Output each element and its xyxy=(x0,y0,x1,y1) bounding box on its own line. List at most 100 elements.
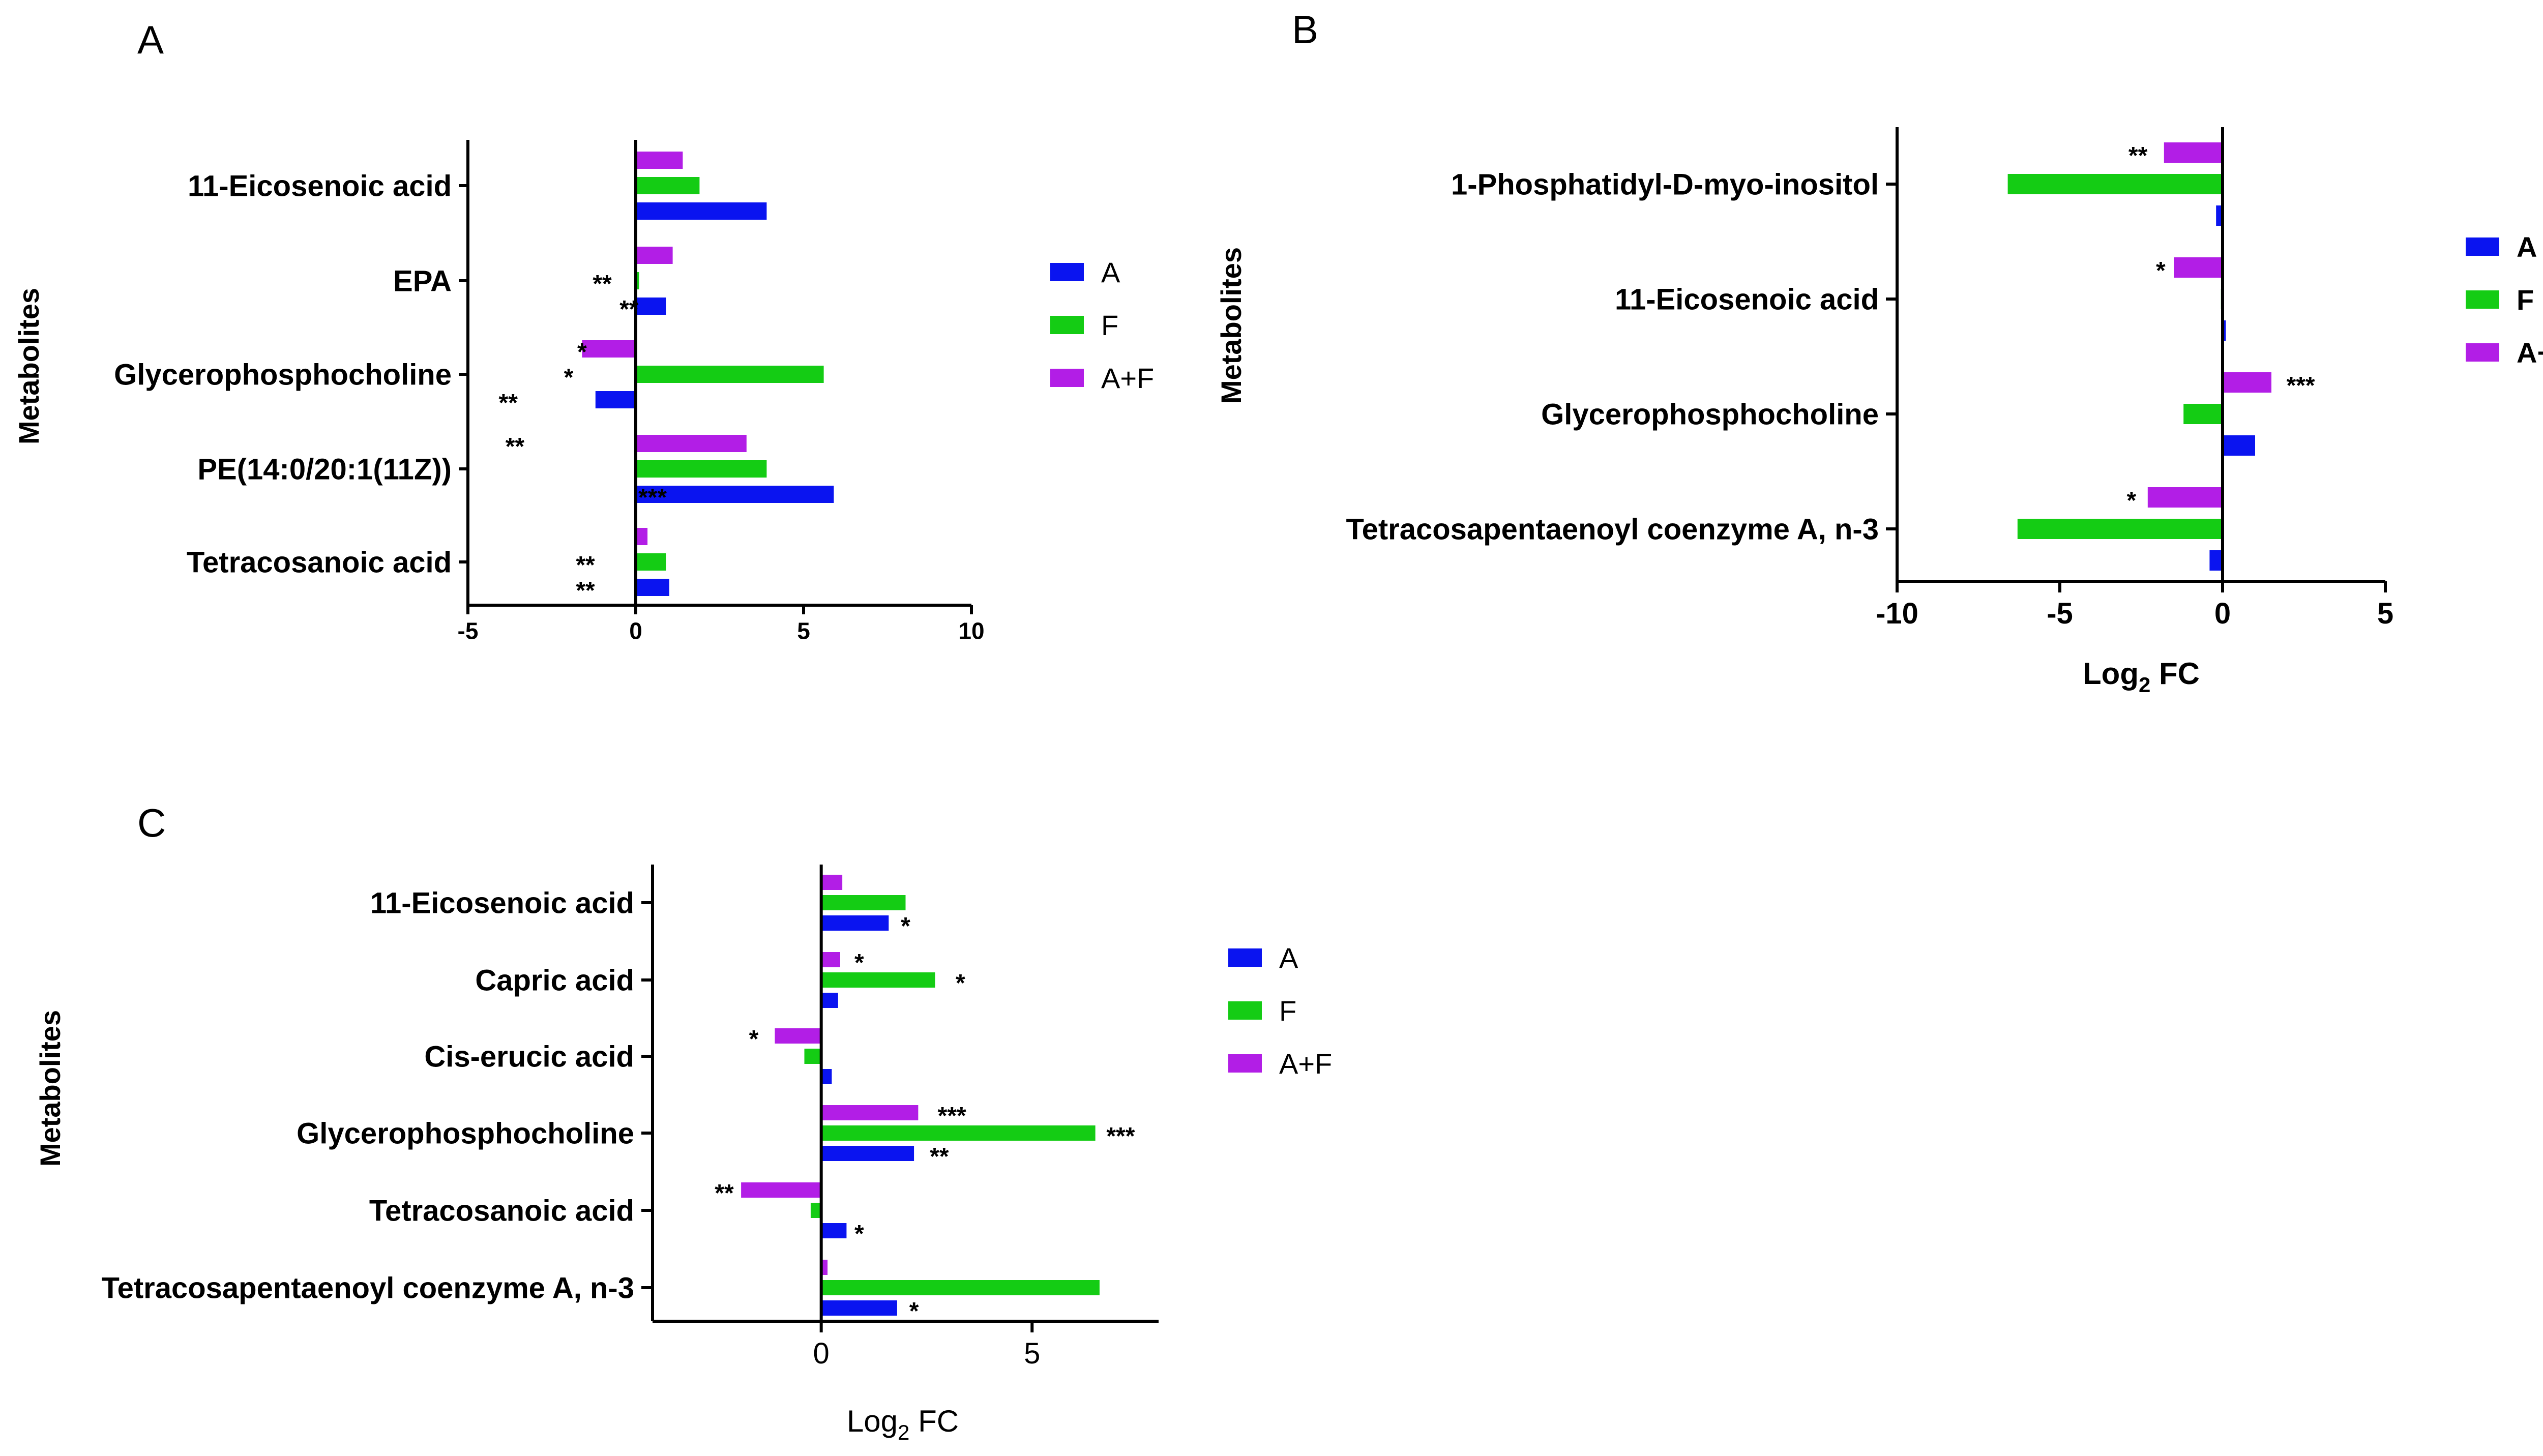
panel-c-legend-label-2: A+F xyxy=(1279,1048,1332,1080)
panel-a-x-tick-label-2: 5 xyxy=(797,617,810,644)
panel-a-legend-label-0: A xyxy=(1101,256,1120,288)
panel-a-x-tick-label-3: 10 xyxy=(958,617,984,644)
panel-a-bar-a-3 xyxy=(636,486,834,503)
panel-c-category-label-3: Glycerophosphocholine xyxy=(297,1117,634,1150)
panel-a-bar-f-1 xyxy=(636,272,639,289)
panel-b-legend: AF A+F xyxy=(2466,231,2543,369)
panel-b-x-axis-label-subscript: 2 xyxy=(2139,673,2150,697)
panel-a-legend-label-2: A+F xyxy=(1101,362,1154,394)
panel-a-category-label-4: Tetracosanoic acid xyxy=(187,546,452,579)
panel-c-bar-a-1 xyxy=(821,993,838,1008)
panel-c-category-label-5: Tetracosapentaenoyl coenzyme A, n-3 xyxy=(101,1271,634,1304)
panel-a: A Metabolites 11-Eicosenoic acid EPA Glyce… xyxy=(13,17,1154,644)
panel-c-category-label-1: Capric acid xyxy=(475,964,634,997)
panel-b-bar-a-3 xyxy=(2209,550,2223,571)
panel-b-bar-a-1 xyxy=(2223,320,2226,341)
panel-c-significance-label-2: * xyxy=(956,970,965,997)
panel-a-bar-a-1 xyxy=(636,298,666,315)
panel-c: C Metabolites Log2 FC 11-Eicosenoic acid… xyxy=(34,800,1332,1444)
panel-c-bar-f-2 xyxy=(804,1049,821,1064)
panel-b-legend-label-0: A xyxy=(2517,231,2537,263)
panel-c-category-label-4: Tetracosanoic acid xyxy=(369,1194,634,1227)
panel-b-bar-aplusf-3 xyxy=(2147,487,2223,508)
panel-a-significance-label-1: ** xyxy=(619,296,639,323)
panel-c-plot: 11-Eicosenoic acid Capric acid Cis-erucic … xyxy=(101,865,1159,1370)
panel-a-bar-f-2 xyxy=(636,366,824,383)
panel-a-plot: 11-Eicosenoic acid EPA Glycerophosphocholi… xyxy=(114,140,985,644)
panel-c-category-label-2: Cis-erucic acid xyxy=(424,1040,634,1073)
panel-b-legend-swatch-1 xyxy=(2466,290,2499,309)
panel-a-category-label-0: 11-Eicosenoic acid xyxy=(188,169,452,202)
panel-a-bar-f-4 xyxy=(636,553,666,571)
panel-c-legend: AF A+F xyxy=(1228,942,1332,1080)
panel-b-category-label-1: 11-Eicosenoic acid xyxy=(1615,283,1879,316)
panel-a-legend-label-1: F xyxy=(1101,309,1118,341)
panel-a-legend-swatch-0 xyxy=(1050,263,1084,281)
panel-b-legend-swatch-0 xyxy=(2466,237,2499,256)
panel-c-significance-label-8: * xyxy=(854,1221,864,1247)
panel-a-significance-label-5: ** xyxy=(506,433,525,460)
panel-b-bar-aplusf-0 xyxy=(2164,142,2223,163)
panel-b-x-axis-label-main: Log xyxy=(2083,657,2139,691)
panel-c-legend-label-1: F xyxy=(1279,995,1296,1027)
panel-c-x-axis-label-suffix: FC xyxy=(909,1404,959,1438)
panel-b-title: B xyxy=(1292,7,1318,52)
panel-a-bar-a-0 xyxy=(636,202,767,220)
panel-b-bar-f-3 xyxy=(2017,519,2223,539)
panel-a-significance-label-8: ** xyxy=(576,577,595,604)
panel-c-significance-label-6: ** xyxy=(930,1143,949,1170)
panel-a-x-tick-label-1: 0 xyxy=(629,617,642,644)
panel-b-bar-a-0 xyxy=(2216,205,2223,226)
panel-a-significance-label-6: *** xyxy=(638,484,667,511)
panel-c-bar-a-3 xyxy=(821,1146,914,1161)
panel-a-bar-aplusf-4 xyxy=(636,528,648,545)
panel-c-x-tick-label-1: 5 xyxy=(1024,1337,1040,1370)
panel-a-x-tick-label-0: -5 xyxy=(458,617,479,644)
panel-b-bar-f-2 xyxy=(2183,404,2223,424)
panel-c-significance-label-4: *** xyxy=(938,1103,966,1130)
panel-a-significance-label-7: ** xyxy=(576,552,595,579)
panel-a-bar-aplusf-2 xyxy=(582,340,636,358)
panel-c-bar-aplusf-1 xyxy=(821,952,840,967)
panel-c-title: C xyxy=(137,800,166,845)
panel-a-title: A xyxy=(137,17,164,62)
panel-a-bar-a-4 xyxy=(636,579,669,596)
panel-a-y-axis-label: Metabolites xyxy=(13,288,45,444)
panel-c-significance-label-7: ** xyxy=(715,1180,734,1207)
panel-b-significance-label-2: *** xyxy=(2287,372,2315,399)
panel-b-bar-aplusf-2 xyxy=(2223,372,2271,393)
panel-a-bar-a-2 xyxy=(595,391,636,408)
panel-b-legend-label-1: F xyxy=(2517,284,2534,316)
panel-b-plot: 1-Phosphatidyl-D-myo-inositol 11-Eicoseno… xyxy=(1346,127,2393,630)
panel-c-significance-label-9: * xyxy=(909,1298,919,1325)
panel-c-bar-a-4 xyxy=(821,1223,847,1238)
panel-b-significance-label-0: ** xyxy=(2128,142,2148,169)
panel-c-bar-aplusf-3 xyxy=(821,1105,919,1120)
panel-c-legend-swatch-2 xyxy=(1228,1054,1262,1073)
panel-c-bar-f-3 xyxy=(821,1125,1096,1141)
panel-c-bar-f-1 xyxy=(821,972,935,988)
panel-c-y-axis-label: Metabolites xyxy=(34,1010,66,1167)
panel-b-x-axis-label: Log2 FC xyxy=(2083,657,2200,697)
panel-a-bar-aplusf-1 xyxy=(636,247,673,264)
panel-c-bar-f-4 xyxy=(810,1203,821,1218)
panel-c-bar-f-5 xyxy=(821,1280,1100,1295)
panel-a-significance-label-0: ** xyxy=(593,271,612,298)
panel-a-legend-swatch-1 xyxy=(1050,316,1084,334)
panel-c-bar-a-0 xyxy=(821,915,889,931)
panel-c-x-tick-label-0: 0 xyxy=(813,1337,830,1370)
panel-c-x-axis-label: Log2 FC xyxy=(847,1404,959,1444)
panel-b-significance-label-1: * xyxy=(2156,257,2166,284)
panel-c-bar-aplusf-0 xyxy=(821,875,843,890)
panel-c-x-axis-label-subscript: 2 xyxy=(898,1420,909,1444)
panel-b-x-tick-label-3: 5 xyxy=(2377,597,2393,630)
panel-c-bar-a-5 xyxy=(821,1300,897,1316)
panel-b-category-label-0: 1-Phosphatidyl-D-myo-inositol xyxy=(1451,168,1879,201)
panel-a-bar-f-0 xyxy=(636,177,700,194)
panel-b-category-label-2: Glycerophosphocholine xyxy=(1541,398,1879,431)
panel-c-bar-f-0 xyxy=(821,895,906,910)
panel-a-significance-label-4: ** xyxy=(499,390,518,417)
panel-b-x-tick-label-0: -10 xyxy=(1876,597,1918,630)
panel-b: B Metabolites Log2 FC 1-Phosphatidyl-D-m… xyxy=(1215,7,2543,697)
